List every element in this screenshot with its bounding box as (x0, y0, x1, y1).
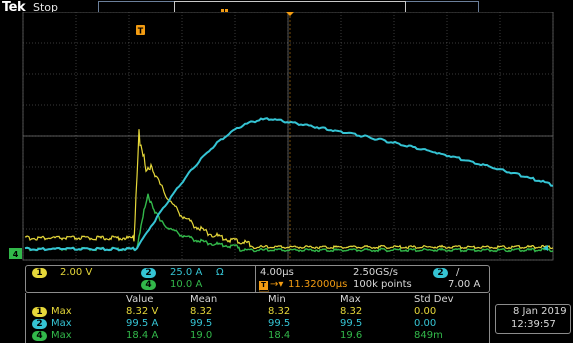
meas-row-type: Max (51, 330, 72, 341)
meas-header-std: Std Dev (414, 294, 454, 305)
meas-header-value: Value (126, 294, 154, 305)
meas-row-badge[interactable]: 2 (32, 319, 47, 329)
ch2-scale[interactable]: 25.0 A (170, 267, 203, 278)
graticule-grid (22, 12, 554, 261)
meas-row-value: 8.32 V (126, 306, 159, 317)
ch1-scale[interactable]: 2.00 V (60, 267, 93, 278)
meas-header-max: Max (340, 294, 361, 305)
trigger-time-marker-icon[interactable]: T (136, 25, 145, 36)
meas-row-std: 849m (414, 330, 443, 341)
meas-row-min: 18.4 (268, 330, 291, 341)
ch4-scale[interactable]: 10.0 A (170, 279, 203, 290)
info-panel: 1 2.00 V 2 25.0 A Ω 4 10.0 A 4.00µs 2.50… (0, 262, 573, 343)
datetime-box[interactable] (495, 304, 571, 334)
trigger-t-icon: T (259, 281, 268, 290)
trigger-slope[interactable]: / (456, 267, 460, 278)
measurement-table (25, 293, 490, 343)
time-per-div[interactable]: 4.00µs (260, 267, 294, 278)
trigger-position-marker[interactable] (286, 12, 294, 260)
ch1-badge[interactable]: 1 (32, 268, 47, 278)
trigger-delay[interactable]: 11.32000µs (288, 279, 348, 290)
meas-row-max: 8.32 (340, 306, 363, 317)
waveform-traces (24, 117, 554, 253)
trigger-level[interactable]: 7.00 A (448, 279, 481, 290)
ch2-badge[interactable]: 2 (141, 268, 156, 278)
meas-header-min: Min (268, 294, 286, 305)
trigger-source-badge[interactable]: 2 (433, 268, 448, 278)
date-label: 8 Jan 2019 (513, 306, 567, 317)
meas-row-value: 18.4 A (126, 330, 159, 341)
run-state-indicator[interactable]: Stop (33, 1, 59, 14)
meas-row-value: 99.5 A (126, 318, 159, 329)
meas-row-std: 0.00 (414, 318, 437, 329)
meas-row-mean: 99.5 (190, 318, 213, 329)
meas-row-max: 99.5 (340, 318, 363, 329)
trigger-level-marker[interactable] (543, 245, 548, 251)
sample-rate[interactable]: 2.50GS/s (353, 267, 398, 278)
meas-row-min: 8.32 (268, 306, 291, 317)
ch1-trace (24, 129, 554, 250)
svg-text:4: 4 (13, 250, 19, 259)
brand-logo: Tek (2, 0, 26, 15)
meas-row-mean: 8.32 (190, 306, 213, 317)
waveform-display[interactable]: T 4 (0, 12, 573, 262)
meas-row-type: Max (51, 318, 72, 329)
meas-row-min: 99.5 (268, 318, 291, 329)
trigger-arrow-icon: →▾ (270, 279, 284, 290)
ch2-coupling: Ω (216, 267, 224, 278)
meas-row-mean: 19.0 (190, 330, 213, 341)
channel-settings-box (25, 265, 490, 293)
ch2-trace (24, 117, 554, 252)
meas-row-type: Max (51, 306, 72, 317)
time-label: 12:39:57 (511, 319, 556, 330)
ch4-badge[interactable]: 4 (141, 280, 156, 290)
meas-row-std: 0.00 (414, 306, 437, 317)
meas-row-badge[interactable]: 1 (32, 307, 47, 317)
svg-text:T: T (138, 27, 144, 36)
meas-header-mean: Mean (190, 294, 218, 305)
record-length[interactable]: 100k points (353, 279, 412, 290)
meas-row-max: 19.6 (340, 330, 363, 341)
horizontal-settings-box (255, 266, 488, 292)
ch4-ground-marker[interactable]: 4 (9, 248, 22, 259)
meas-row-badge[interactable]: 4 (32, 331, 47, 341)
